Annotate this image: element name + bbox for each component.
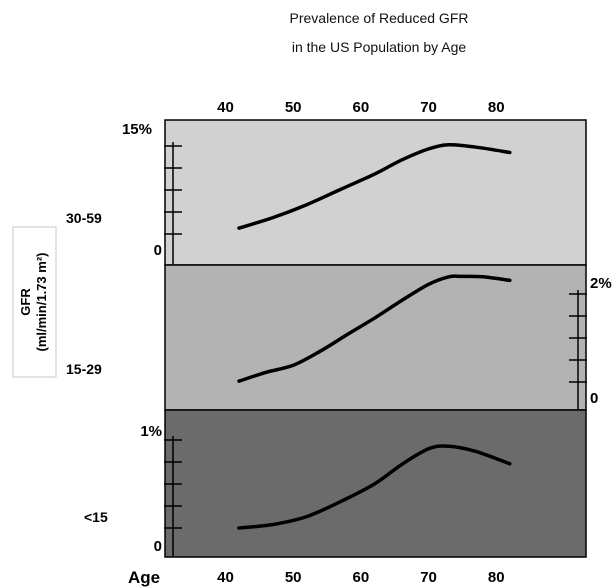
x-axis-title: Age: [128, 568, 160, 587]
y-axis-title-line-2: (ml/min/1.73 m²): [34, 253, 49, 352]
series-line: [237, 143, 512, 230]
y-top-label: 15%: [122, 121, 152, 138]
panel-2: 2% 0 15-29: [66, 264, 612, 411]
y-axis-title-box: [12, 226, 57, 378]
x-tick-label-top: 80: [488, 99, 505, 116]
panel-background: [164, 264, 587, 411]
band-label: 30-59: [66, 210, 102, 226]
x-tick-label-top: 40: [217, 99, 234, 116]
band-label: <15: [84, 509, 108, 525]
y-bottom-label: 0: [154, 242, 162, 259]
x-axis-top: 40 50 60 70 80: [217, 99, 504, 116]
chart-title-line-2: in the US Population by Age: [292, 39, 467, 55]
y-top-label: 2%: [590, 275, 612, 292]
y-axis-title-line-1: GFR: [18, 288, 33, 316]
chart-panels: 15% 0 30-59 2% 0 15-29 1% 0 <15: [66, 119, 612, 558]
chart-title-line-1: Prevalence of Reduced GFR: [290, 10, 469, 26]
band-label: 15-29: [66, 361, 102, 377]
x-tick-label-bottom: 40: [217, 569, 234, 586]
x-tick-label-top: 50: [285, 99, 302, 116]
x-tick-label-bottom: 50: [285, 569, 302, 586]
x-axis-bottom: 40 50 60 70 80: [217, 569, 504, 586]
x-tick-label-bottom: 80: [488, 569, 505, 586]
y-bottom-label: 0: [590, 390, 598, 407]
x-tick-label-bottom: 70: [420, 569, 437, 586]
x-tick-label-top: 70: [420, 99, 437, 116]
panel-1: 15% 0 30-59: [66, 119, 587, 266]
panel-background: [164, 119, 587, 266]
panel-3: 1% 0 <15: [84, 409, 587, 558]
y-axis-title: GFR (ml/min/1.73 m²): [12, 226, 57, 378]
x-tick-label-top: 60: [353, 99, 370, 116]
series-line: [237, 274, 512, 383]
y-bottom-label: 0: [154, 538, 162, 555]
y-top-label: 1%: [140, 423, 162, 440]
chart-title: Prevalence of Reduced GFR in the US Popu…: [290, 10, 469, 55]
series-line: [237, 444, 512, 530]
x-tick-label-bottom: 60: [353, 569, 370, 586]
